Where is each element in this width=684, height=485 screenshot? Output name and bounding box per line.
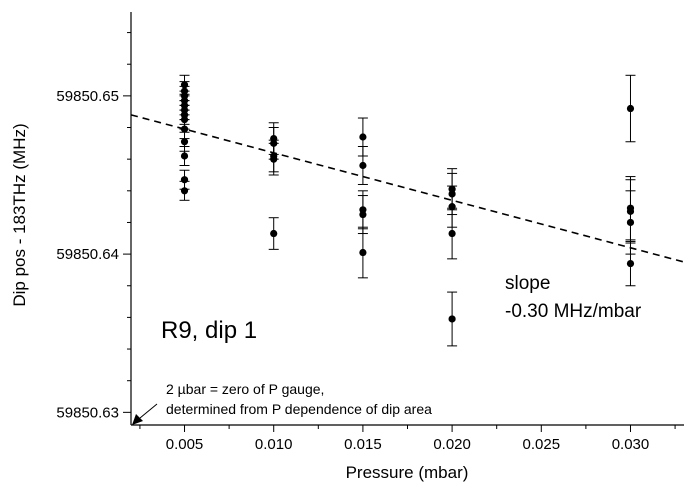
gauge-note-line1: 2 µbar = zero of P gauge, [166, 381, 324, 397]
x-axis-ticks: 0.005 0.010 0.015 0.020 0.025 0.030 [139, 425, 676, 453]
x-tick-label: 0.030 [612, 436, 650, 453]
y-axis-ticks: 59850.63 59850.64 59850.65 [56, 32, 131, 421]
fit-line [130, 114, 684, 263]
data-point-group [179, 146, 190, 166]
data-point [270, 229, 278, 238]
data-point [180, 138, 189, 146]
data-point [359, 133, 367, 141]
data-point [180, 125, 189, 133]
data-points-layer [179, 74, 636, 347]
data-point [448, 229, 456, 238]
x-tick-label: 0.025 [523, 436, 561, 453]
data-point-group [625, 74, 636, 143]
y-axis-title: Dip pos - 183THz (MHz) [10, 123, 29, 306]
x-tick-label: 0.015 [344, 436, 382, 453]
data-point-group [357, 226, 368, 279]
data-point-group [357, 146, 368, 185]
data-point [180, 187, 189, 195]
data-point-group [268, 217, 279, 250]
dataset-label: R9, dip 1 [161, 317, 257, 344]
data-point [626, 259, 635, 268]
x-tick-label: 0.020 [433, 436, 471, 453]
arrow-head [132, 414, 143, 425]
data-point-group [447, 291, 458, 347]
slope-label: slope [505, 273, 550, 294]
gauge-note-line2: determined from P dependence of dip area [166, 401, 432, 417]
data-point-group [268, 142, 279, 176]
data-point [626, 104, 635, 113]
data-point [180, 152, 189, 160]
data-point [270, 155, 278, 163]
x-tick-label: 0.005 [166, 436, 204, 453]
x-tick-label: 0.010 [255, 436, 293, 453]
data-point [359, 161, 367, 170]
slope-value: -0.30 MHz/mbar [505, 301, 642, 322]
plot-frame [130, 12, 684, 426]
x-axis-title: Pressure (mbar) [346, 463, 469, 482]
data-point [359, 248, 367, 257]
data-point [626, 218, 635, 227]
data-point [359, 210, 367, 219]
data-point-group [179, 180, 190, 201]
y-tick-label: 59850.65 [56, 88, 119, 105]
data-point-group [625, 240, 636, 287]
data-point-group [447, 207, 458, 260]
y-tick-label: 59850.63 [56, 404, 119, 421]
data-point [448, 315, 456, 323]
gauge-zero-arrow [132, 403, 158, 425]
arrow-shaft [139, 403, 158, 419]
fit-line-layer [130, 114, 684, 263]
y-tick-label: 59850.64 [56, 246, 119, 263]
